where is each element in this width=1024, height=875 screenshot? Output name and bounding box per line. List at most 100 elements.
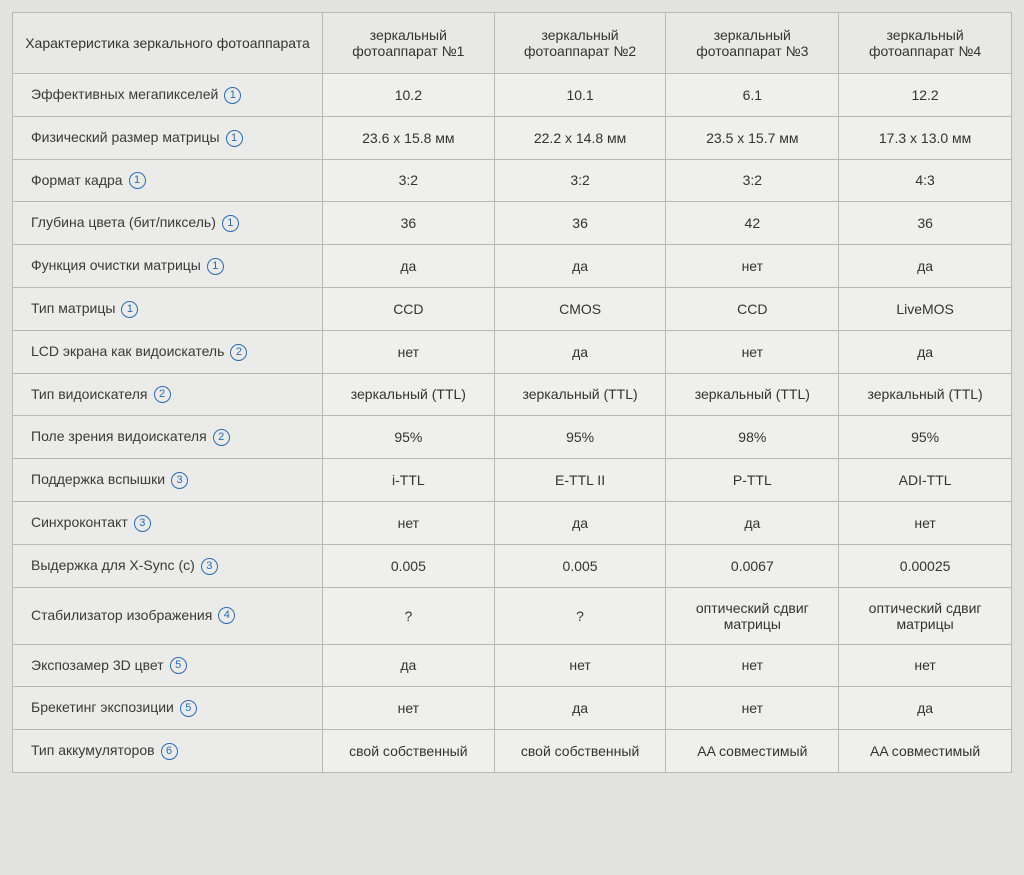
row-label-text: Поле зрения видоискателя (31, 428, 207, 444)
cell-value: да (494, 245, 666, 288)
cell-value: 95% (494, 416, 666, 459)
cell-value: да (839, 330, 1012, 373)
table-row: Формат кадра13:23:23:24:3 (13, 159, 1012, 202)
cell-value: 0.005 (323, 544, 495, 587)
cell-value: i-TTL (323, 459, 495, 502)
footnote-icon[interactable]: 1 (222, 215, 239, 232)
cell-value: 36 (494, 202, 666, 245)
cell-value: нет (666, 687, 839, 730)
footnote-icon[interactable]: 1 (129, 172, 146, 189)
cell-value: P-TTL (666, 459, 839, 502)
row-label: LCD экрана как видоискатель 2 (13, 330, 323, 373)
cell-value: 0.00025 (839, 544, 1012, 587)
cell-value: оптический сдвиг матрицы (666, 587, 839, 644)
cell-value: CMOS (494, 287, 666, 330)
table-row: Поле зрения видоискателя295%95%98%95% (13, 416, 1012, 459)
row-label-text: Глубина цвета (бит/пиксель) (31, 214, 216, 230)
cell-value: AA совместимый (839, 730, 1012, 773)
footnote-icon[interactable]: 1 (207, 258, 224, 275)
cell-value: зеркальный (TTL) (666, 373, 839, 416)
cell-value: 36 (839, 202, 1012, 245)
cell-value: зеркальный (TTL) (839, 373, 1012, 416)
table-body: Эффективных мегапикселей110.210.16.112.2… (13, 74, 1012, 773)
cell-value: 98% (666, 416, 839, 459)
camera-comparison-table: Характеристика зеркального фотоаппарата … (12, 12, 1012, 773)
cell-value: да (323, 644, 495, 687)
cell-value: да (494, 687, 666, 730)
cell-value: 17.3 x 13.0 мм (839, 116, 1012, 159)
cell-value: свой собственный (494, 730, 666, 773)
footnote-icon[interactable]: 4 (218, 607, 235, 624)
cell-value: да (494, 501, 666, 544)
cell-value: нет (323, 687, 495, 730)
footnote-icon[interactable]: 2 (154, 386, 171, 403)
row-label: Тип видоискателя 2 (13, 373, 323, 416)
header-characteristic: Характеристика зеркального фотоаппарата (13, 13, 323, 74)
row-label: Поддержка вспышки 3 (13, 459, 323, 502)
header-camera-2: зеркальный фотоаппарат №2 (494, 13, 666, 74)
cell-value: 3:2 (323, 159, 495, 202)
cell-value: да (494, 330, 666, 373)
footnote-icon[interactable]: 1 (224, 87, 241, 104)
header-camera-3: зеркальный фотоаппарат №3 (666, 13, 839, 74)
footnote-icon[interactable]: 6 (161, 743, 178, 760)
row-label-text: Поддержка вспышки (31, 471, 165, 487)
row-label-text: Эффективных мегапикселей (31, 86, 218, 102)
table-row: Выдержка для X-Sync (с)30.0050.0050.0067… (13, 544, 1012, 587)
row-label-text: Тип видоискателя (31, 386, 148, 402)
footnote-icon[interactable]: 2 (230, 344, 247, 361)
table-row: Функция очистки матрицы1даданетда (13, 245, 1012, 288)
table-row: Глубина цвета (бит/пиксель)136364236 (13, 202, 1012, 245)
footnote-icon[interactable]: 3 (134, 515, 151, 532)
row-label: Эффективных мегапикселей 1 (13, 74, 323, 117)
row-label-text: Синхроконтакт (31, 514, 128, 530)
cell-value: 22.2 x 14.8 мм (494, 116, 666, 159)
cell-value: ? (323, 587, 495, 644)
table-row: Тип аккумуляторов6свой собственныйсвой с… (13, 730, 1012, 773)
cell-value: 95% (323, 416, 495, 459)
table-row: Синхроконтакт3нетдаданет (13, 501, 1012, 544)
footnote-icon[interactable]: 3 (201, 558, 218, 575)
row-label-text: Формат кадра (31, 172, 123, 188)
cell-value: оптический сдвиг матрицы (839, 587, 1012, 644)
row-label: Синхроконтакт 3 (13, 501, 323, 544)
row-label: Формат кадра 1 (13, 159, 323, 202)
cell-value: 12.2 (839, 74, 1012, 117)
cell-value: 95% (839, 416, 1012, 459)
footnote-icon[interactable]: 5 (180, 700, 197, 717)
cell-value: 36 (323, 202, 495, 245)
cell-value: 23.6 x 15.8 мм (323, 116, 495, 159)
cell-value: ADI-TTL (839, 459, 1012, 502)
table-row: Физический размер матрицы 1 23.6 x 15.8 мм… (13, 116, 1012, 159)
cell-value: ? (494, 587, 666, 644)
row-label-text: LCD экрана как видоискатель (31, 343, 224, 359)
table-row: Стабилизатор изображения4??оптический сд… (13, 587, 1012, 644)
footnote-icon[interactable]: 5 (170, 657, 187, 674)
cell-value: E-TTL II (494, 459, 666, 502)
cell-value: AA совместимый (666, 730, 839, 773)
row-label-text: Физический размер матрицы (31, 129, 220, 145)
cell-value: да (323, 245, 495, 288)
table-row: Эффективных мегапикселей110.210.16.112.2 (13, 74, 1012, 117)
table-row: Тип матрицы1CCDCMOSCCDLiveMOS (13, 287, 1012, 330)
footnote-icon[interactable]: 3 (171, 472, 188, 489)
row-label: Экспозамер 3D цвет 5 (13, 644, 323, 687)
footnote-icon[interactable]: 2 (213, 429, 230, 446)
row-label: Функция очистки матрицы1 (13, 245, 323, 288)
cell-value: 3:2 (666, 159, 839, 202)
cell-value: 6.1 (666, 74, 839, 117)
cell-value: 10.2 (323, 74, 495, 117)
cell-value: зеркальный (TTL) (323, 373, 495, 416)
row-label-text: Стабилизатор изображения (31, 607, 212, 623)
cell-value: 0.005 (494, 544, 666, 587)
cell-value: нет (839, 644, 1012, 687)
footnote-icon[interactable]: 1 (121, 301, 138, 318)
row-label-text: Выдержка для X-Sync (с) (31, 557, 195, 573)
cell-value: 0.0067 (666, 544, 839, 587)
row-label-text: Экспозамер 3D цвет (31, 657, 164, 673)
row-label-text: Тип матрицы (31, 300, 115, 316)
footnote-icon[interactable]: 1 (226, 130, 243, 147)
cell-value: 3:2 (494, 159, 666, 202)
cell-value: нет (666, 644, 839, 687)
cell-value: нет (666, 330, 839, 373)
